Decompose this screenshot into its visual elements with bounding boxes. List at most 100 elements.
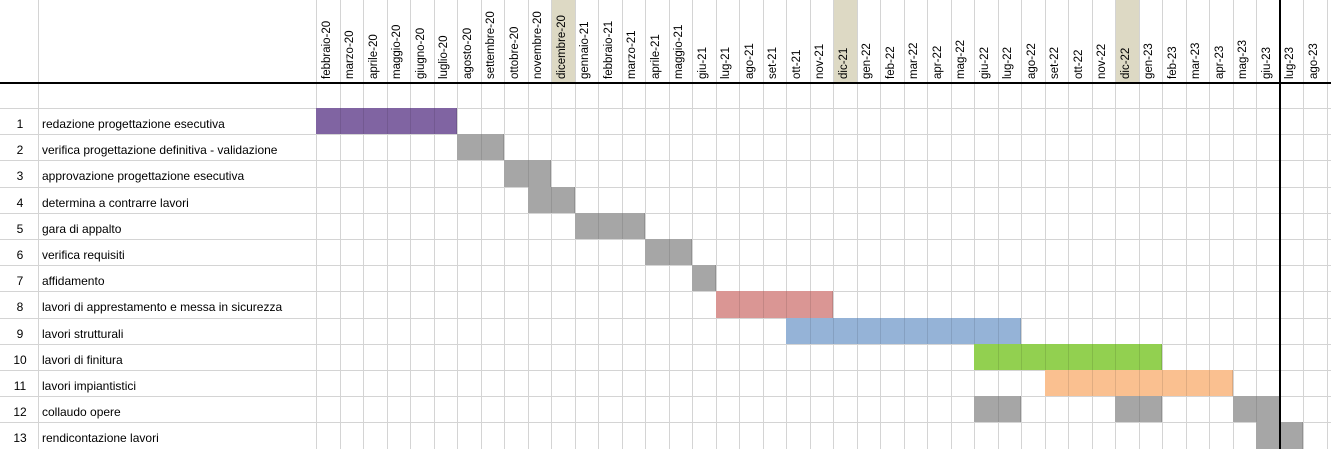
gantt-bar: [786, 317, 1021, 344]
month-header[interactable]: settembre-20: [481, 0, 505, 82]
month-header[interactable]: set-22: [1045, 0, 1069, 82]
month-header[interactable]: ago-23: [1303, 0, 1327, 82]
highlight-column: [1115, 0, 1139, 82]
grid-row-line: [0, 265, 1331, 266]
grid-column-line: [1303, 0, 1304, 449]
month-header[interactable]: maggio-20: [387, 0, 411, 82]
grid-column-line: [857, 0, 858, 449]
month-header[interactable]: febbraio-20: [316, 0, 340, 82]
month-header[interactable]: marzo-20: [340, 0, 364, 82]
month-header[interactable]: lug-22: [998, 0, 1022, 82]
month-header[interactable]: ago-21: [739, 0, 763, 82]
grid-column-line: [38, 0, 39, 449]
month-header[interactable]: gen-22: [857, 0, 881, 82]
task-row[interactable]: 12 collaudo opere: [0, 396, 1331, 423]
highlight-column: [551, 0, 575, 82]
task-row[interactable]: 3 approvazione progettazione esecutiva: [0, 160, 1331, 187]
month-header-label: mag-23: [1237, 40, 1250, 79]
month-header[interactable]: giu-21: [692, 0, 716, 82]
task-row[interactable]: 5 gara di appalto: [0, 212, 1331, 239]
task-label: determina a contrarre lavori: [42, 195, 189, 210]
bar-cell-divider: [480, 134, 482, 161]
grid-column-line: [645, 0, 646, 449]
month-header[interactable]: ago-22: [1021, 0, 1045, 82]
month-header[interactable]: set-21: [763, 0, 787, 82]
grid-column-line: [316, 0, 317, 449]
month-header[interactable]: giugno-20: [410, 0, 434, 82]
month-header-label: lug-22: [1002, 47, 1015, 79]
task-row[interactable]: 2 verifica progettazione definitiva - val…: [0, 134, 1331, 161]
task-label: affidamento: [42, 274, 105, 289]
month-header-label: set-22: [1049, 47, 1062, 79]
task-row[interactable]: 7 affidamento: [0, 265, 1331, 292]
month-header[interactable]: giu-23: [1256, 0, 1280, 82]
month-header[interactable]: lug-23: [1280, 0, 1304, 82]
month-header[interactable]: lug-21: [716, 0, 740, 82]
bar-cell-divider: [1068, 343, 1069, 370]
task-number: 13: [13, 431, 27, 446]
task-row[interactable]: 9 lavori strutturali: [0, 317, 1331, 344]
month-header[interactable]: marzo-21: [622, 0, 646, 82]
month-header[interactable]: febbraio-21: [598, 0, 622, 82]
month-header[interactable]: mar-22: [904, 0, 928, 82]
bar-cell-divider: [1138, 343, 1140, 370]
task-row[interactable]: 10 lavori di finitura: [0, 343, 1331, 370]
month-header[interactable]: mar-23: [1186, 0, 1210, 82]
task-label: redazione progettazione esecutiva: [42, 117, 225, 131]
month-header[interactable]: giu-22: [974, 0, 998, 82]
month-header[interactable]: dicembre-20: [551, 0, 575, 82]
month-header[interactable]: aprile-20: [363, 0, 387, 82]
month-header[interactable]: aprile-21: [645, 0, 669, 82]
task-label: lavori di apprestamento e messa in sicur…: [42, 300, 283, 315]
grid-row-line: [0, 160, 1331, 161]
current-date-marker: [1279, 0, 1281, 449]
month-header-label: mag-22: [955, 40, 968, 79]
month-header[interactable]: ott-21: [786, 0, 810, 82]
month-header[interactable]: ottobre-20: [504, 0, 528, 82]
month-header[interactable]: dic-21: [833, 0, 857, 82]
grid-column-line: [1021, 0, 1022, 449]
month-header-label: gen-23: [1143, 43, 1156, 79]
month-header[interactable]: nov-22: [1092, 0, 1116, 82]
bar-cell-divider: [1115, 370, 1116, 397]
task-number: 12: [13, 405, 27, 420]
grid-column-line: [1162, 0, 1163, 449]
month-header[interactable]: dic-22: [1115, 0, 1139, 82]
month-header[interactable]: mag-23: [1233, 0, 1257, 82]
month-header[interactable]: feb-22: [880, 0, 904, 82]
month-header[interactable]: apr-23: [1209, 0, 1233, 82]
month-header[interactable]: gennaio-21: [575, 0, 599, 82]
month-header-label: giu-23: [1260, 47, 1273, 79]
task-row[interactable]: 13 rendicontazione lavori: [0, 422, 1331, 449]
month-header[interactable]: agosto-20: [457, 0, 481, 82]
bar-cell-divider: [809, 317, 811, 344]
task-row[interactable]: 1 redazione progettazione esecutiva: [0, 108, 1331, 135]
month-header[interactable]: nov-21: [810, 0, 834, 82]
grid-column-line: [1186, 0, 1187, 449]
month-header[interactable]: maggio-21: [669, 0, 693, 82]
task-row[interactable]: 8 lavori di apprestamento e messa in sicu…: [0, 291, 1331, 318]
month-header[interactable]: mag-22: [951, 0, 975, 82]
task-row[interactable]: 6 verifica requisiti: [0, 239, 1331, 266]
month-header-label: maggio-21: [673, 24, 686, 79]
month-header-label: ago-23: [1307, 43, 1320, 79]
task-row[interactable]: 4 determina a contrarre lavori: [0, 186, 1331, 213]
month-header[interactable]: apr-22: [927, 0, 951, 82]
grid-row-line: [0, 187, 1331, 188]
month-header[interactable]: feb-23: [1162, 0, 1186, 82]
task-row[interactable]: 11 lavori impiantistici: [0, 370, 1331, 397]
grid-column-line: [1139, 0, 1140, 449]
month-header-label: ott-22: [1072, 49, 1085, 79]
month-header-label: feb-23: [1166, 46, 1179, 79]
grid-column-line: [810, 0, 811, 449]
bar-cell-divider: [950, 317, 952, 344]
task-number: 8: [16, 300, 24, 315]
month-header[interactable]: novembre-20: [528, 0, 552, 82]
task-number: 4: [16, 195, 24, 210]
month-header[interactable]: gen-23: [1139, 0, 1163, 82]
gantt-bar: [974, 343, 1162, 370]
month-header-label: ago-22: [1025, 43, 1038, 79]
grid-column-line: [1256, 0, 1257, 449]
month-header[interactable]: ott-22: [1068, 0, 1092, 82]
month-header[interactable]: luglio-20: [434, 0, 458, 82]
